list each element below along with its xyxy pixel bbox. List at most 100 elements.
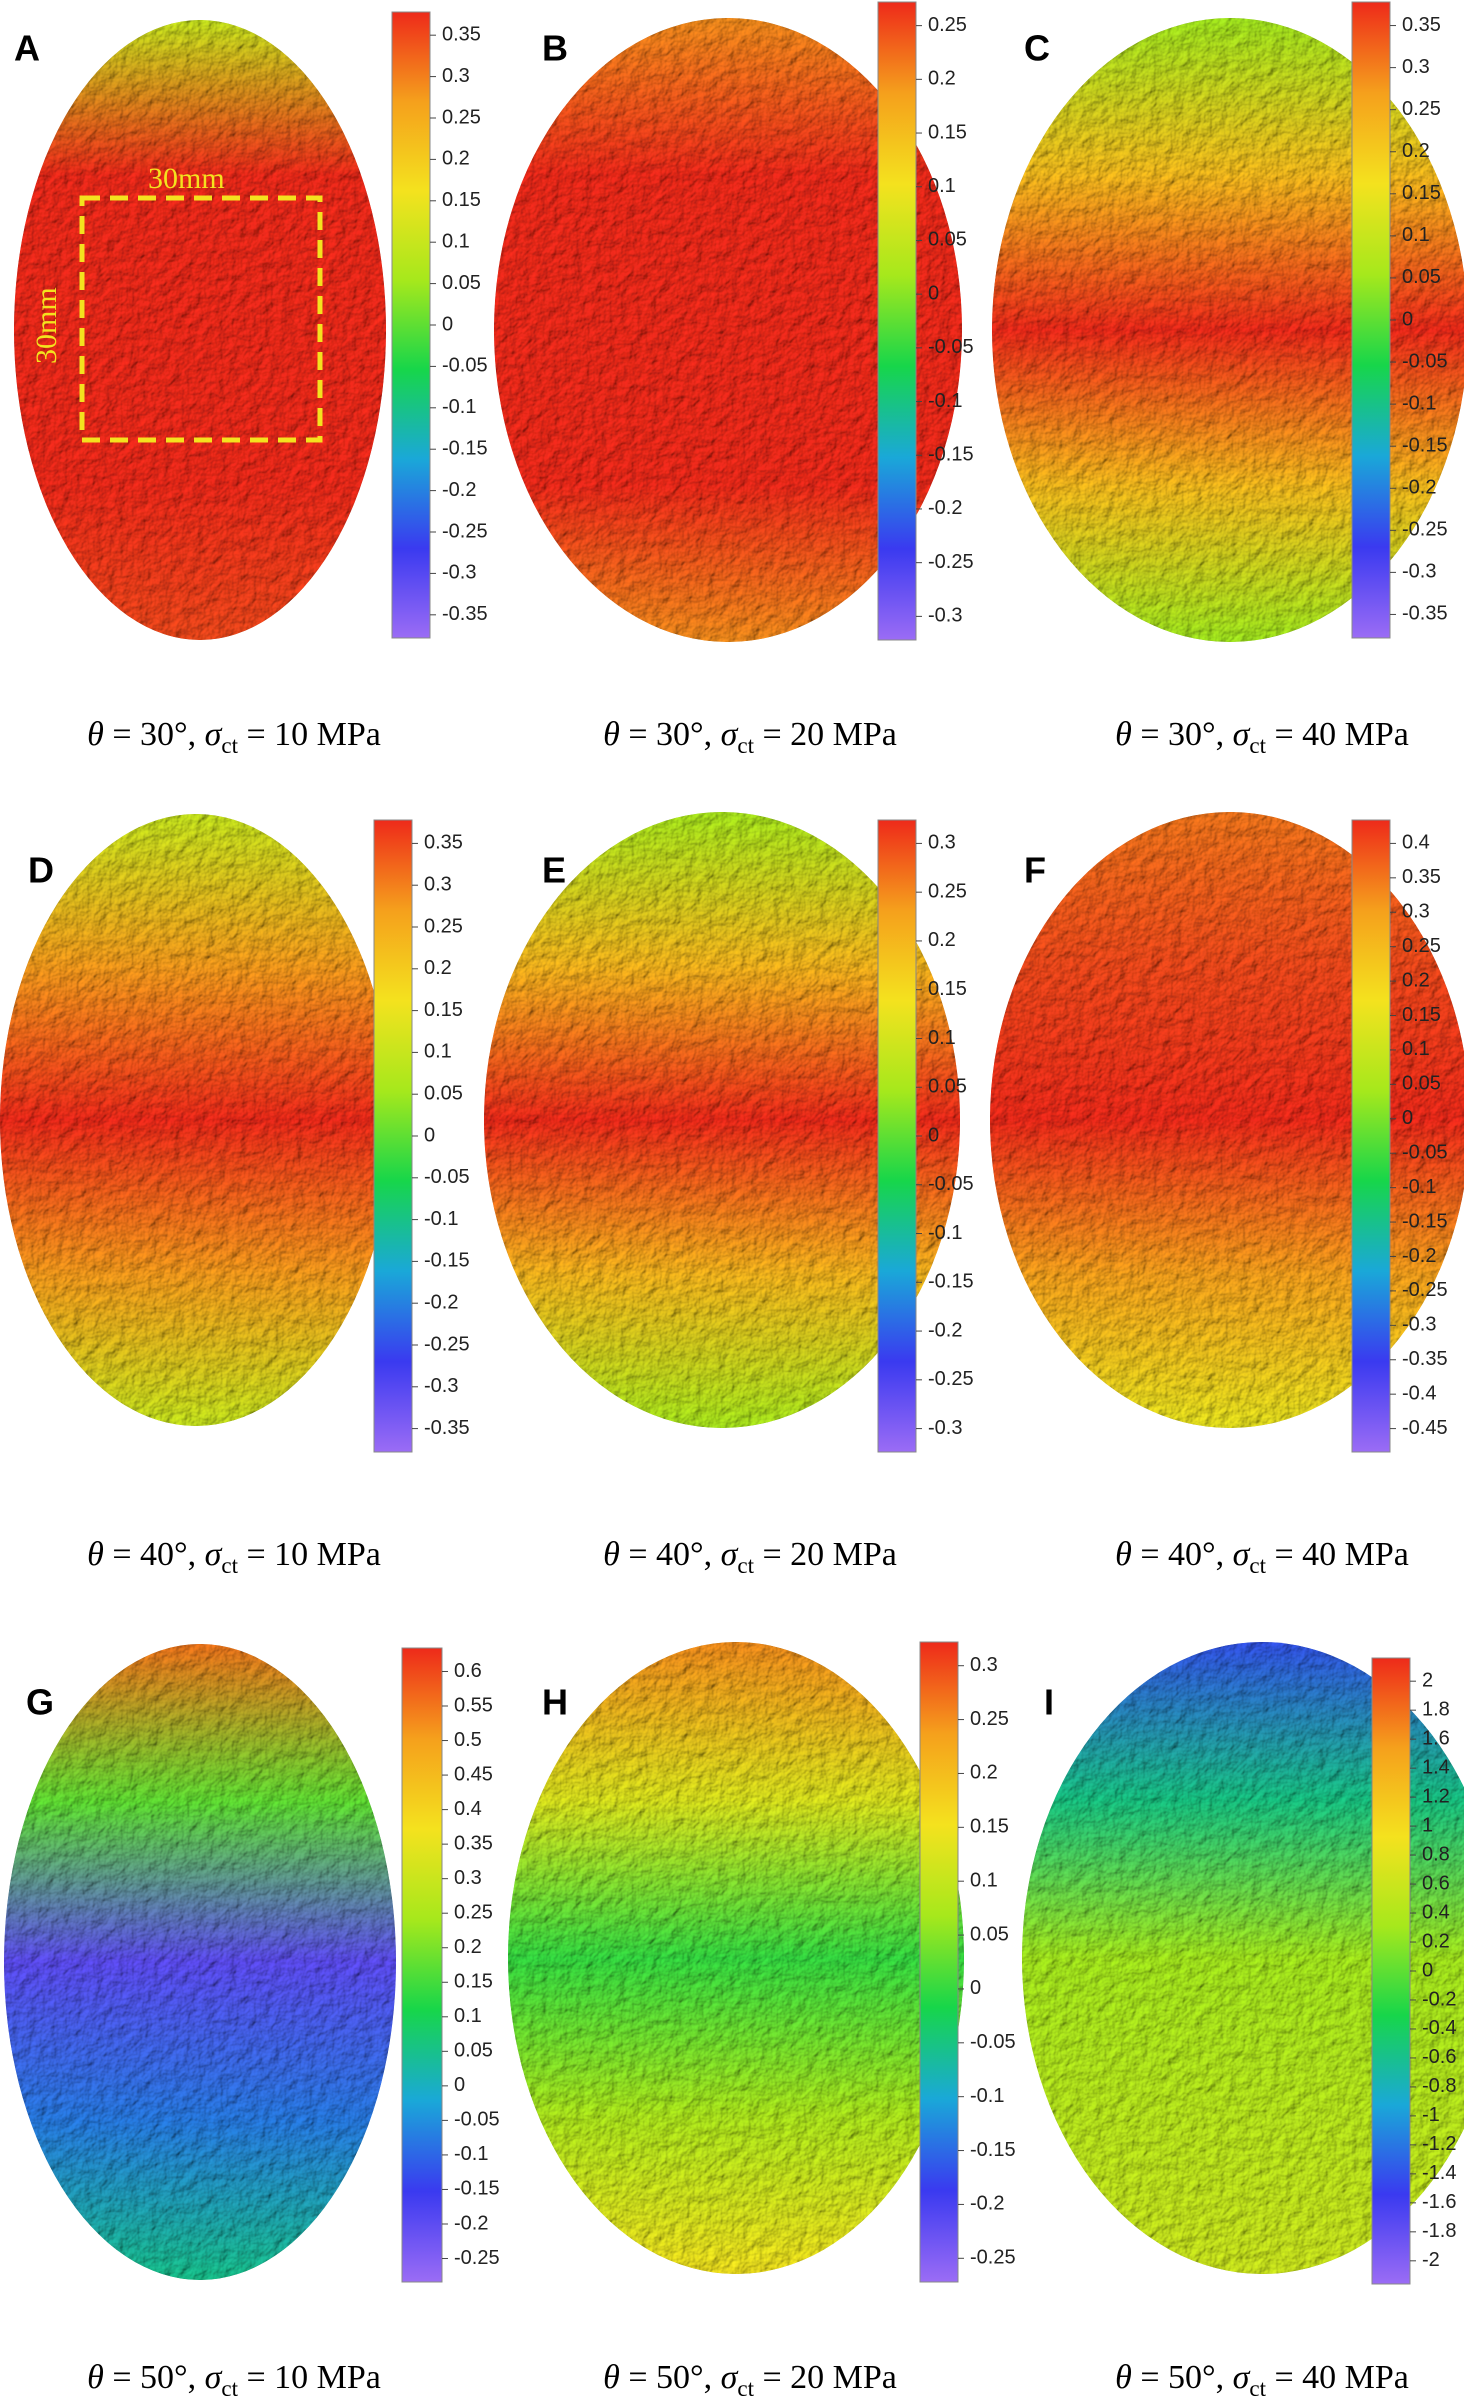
colorbar-tick-label: 0.2 [1402,140,1430,162]
panel-g: G0.60.550.50.450.40.350.30.250.20.150.10… [4,1644,500,2397]
panel-caption: θ = 40°, σct = 10 MPa [87,1536,381,1578]
colorbar-tick-label: 0.1 [928,175,956,197]
measurement-label-top: 30mm [148,162,225,195]
colorbar-tick-label: -0.05 [928,1173,974,1195]
colorbar-tick-label: -0.2 [1402,1245,1436,1267]
panel-e: E 0.3 0.25 0.2 0.15 0.1 0.05 0 -0.05 -0.1 -0.15 -0.… [484,812,974,1578]
panel-letter: A [14,27,40,68]
colorbar-tick-label: 0.05 [928,1076,967,1098]
colorbar-tick-label: 1.8 [1422,1698,1450,1720]
colorbar-tick-label: 0.2 [928,68,956,90]
colorbar-tick-label: -0.25 [970,2247,1016,2269]
colorbar-tick-label: 0 [928,1124,939,1146]
measurement-annotation: 30mm 30mm [30,162,323,443]
colorbar-tick-label: -0.15 [928,444,974,466]
measurement-label-left: 30mm [30,287,63,364]
colorbar-tick-label: -0.1 [928,390,962,412]
colorbar-tick-label: -2 [1422,2249,1440,2271]
colorbar-tick-label: -0.2 [928,497,962,519]
colorbar-tick-label: 0 [970,1977,981,1999]
colorbar-tick-label: -0.35 [1402,603,1448,625]
colorbar-tick-label: 0.05 [454,2040,493,2062]
colorbar-tick-label: 0.5 [454,1729,482,1751]
panel-caption: θ = 30°, σct = 20 MPa [603,716,897,758]
colorbar-tick-label: -0.6 [1422,2046,1456,2068]
colorbar-tick-label: 1 [1422,1814,1433,1836]
colorbar-tick-label: -0.05 [1402,1141,1448,1163]
colorbar-gradient [1351,1,1391,639]
colorbar-tick-label: -0.25 [1402,1279,1448,1301]
colorbar-tick-label: 0.2 [970,1762,998,1784]
colorbar-tick-label: -0.15 [424,1250,470,1272]
panel-caption: θ = 50°, σct = 40 MPa [1115,2359,1409,2397]
colorbar-tick-label: 0.3 [928,832,956,854]
colorbar-tick-label: -0.3 [928,605,962,627]
colorbar-tick-label: -1 [1422,2104,1440,2126]
colorbar-gradient [401,1647,443,2283]
surface-map [990,812,1464,1428]
panel-letter: D [28,849,54,890]
colorbar-tick-label: 0.05 [970,1923,1009,1945]
colorbar-tick-label: 1.2 [1422,1785,1450,1807]
colorbar-tick-label: 0.35 [442,23,481,45]
colorbar-tick-label: 0.35 [1402,14,1441,36]
colorbar-tick-label: 0.3 [1402,901,1430,923]
colorbar-tick-label: 0.15 [454,1971,493,1993]
colorbar-tick-label: -0.1 [454,2143,488,2165]
colorbar-tick-label: 0.35 [454,1832,493,1854]
colorbar: 2 1.8 1.6 1.4 1.2 1 0.8 0.6 0.4 0.2 0 -0.2 -0.4 -0.6 -… [1371,1657,1456,2285]
colorbar-tick-label: -0.05 [442,355,488,377]
surface-map [484,812,960,1428]
colorbar-tick-label: 0.4 [454,1798,482,1820]
colorbar-tick-label: 0.2 [454,1936,482,1958]
colorbar-tick-label: -0.25 [1402,519,1448,541]
colorbar-tick-label: 0.15 [1402,1004,1441,1026]
colorbar-tick-label: 0.25 [442,106,481,128]
colorbar-tick-label: -0.2 [1422,1988,1456,2010]
colorbar-gradient [919,1641,959,2283]
colorbar-tick-label: 0.2 [442,148,470,170]
colorbar-tick-label: 0.25 [1402,935,1441,957]
colorbar-tick-label: 0.35 [1402,866,1441,888]
colorbar-tick-label: -0.45 [1402,1417,1448,1439]
colorbar-tick-label: 0 [1402,1107,1413,1129]
colorbar-tick-label: -0.25 [928,551,974,573]
colorbar-tick-label: 2 [1422,1669,1433,1691]
colorbar: 0.3 0.25 0.2 0.15 0.1 0.05 0 -0.05 -0.1 -0.15 -0.2… [877,819,974,1453]
colorbar: 0.35 0.3 0.25 0.2 0.15 0.1 0.05 0 -0.05 -0.1 -0.15… [373,819,470,1453]
colorbar-tick-label: -0.3 [442,562,476,584]
measurement-box [79,195,323,443]
colorbar-tick-label: -0.05 [928,336,974,358]
panel-caption: θ = 30°, σct = 10 MPa [87,716,381,758]
colorbar-tick-label: 0.8 [1422,1843,1450,1865]
colorbar-gradient [1371,1657,1411,2285]
colorbar-tick-label: 0.15 [1402,182,1441,204]
colorbar-tick-label: 0.3 [970,1654,998,1676]
colorbar-tick-label: 0.55 [454,1694,493,1716]
panel-caption: θ = 40°, σct = 20 MPa [603,1536,897,1578]
colorbar-tick-label: 0.35 [424,832,463,854]
colorbar-tick-label: -0.15 [928,1271,974,1293]
colorbar-tick-label: 1.4 [1422,1756,1450,1778]
colorbar-tick-label: 0.45 [454,1763,493,1785]
colorbar-tick-label: 0.1 [442,230,470,252]
colorbar-tick-label: 0.15 [928,978,967,1000]
colorbar-tick-label: 0.1 [970,1869,998,1891]
surface-map [4,1644,396,2280]
surface-map [14,20,386,640]
panel-a: A 0.35 0.3 0.25 0.2 0.15 0.1 0.05 0 -0.05 -0.1 -0.1… [14,11,488,758]
colorbar-tick-label: 0.15 [970,1816,1009,1838]
surface-map [0,814,392,1426]
colorbar-tick-label: 0.15 [442,189,481,211]
colorbar-tick-label: -0.15 [1402,1210,1448,1232]
colorbar-tick-label: 0.2 [424,957,452,979]
panel-letter: B [542,27,568,68]
colorbar: 0.25 0.2 0.15 0.1 0.05 0 -0.05 -0.1 -0.15 -0.2 -0.… [877,1,974,641]
colorbar-tick-label: -0.25 [928,1368,974,1390]
colorbar-tick-label: 0.2 [928,929,956,951]
colorbar-tick-label: -0.05 [424,1166,470,1188]
panel-i: I 2 1.8 1.6 1.4 1.2 1 0.8 0.6 0.4 0.2 0 -0.2 -0.4 -0.6… [1022,1642,1464,2397]
colorbar-tick-label: 0.2 [1402,969,1430,991]
colorbar-tick-label: -0.25 [424,1333,470,1355]
